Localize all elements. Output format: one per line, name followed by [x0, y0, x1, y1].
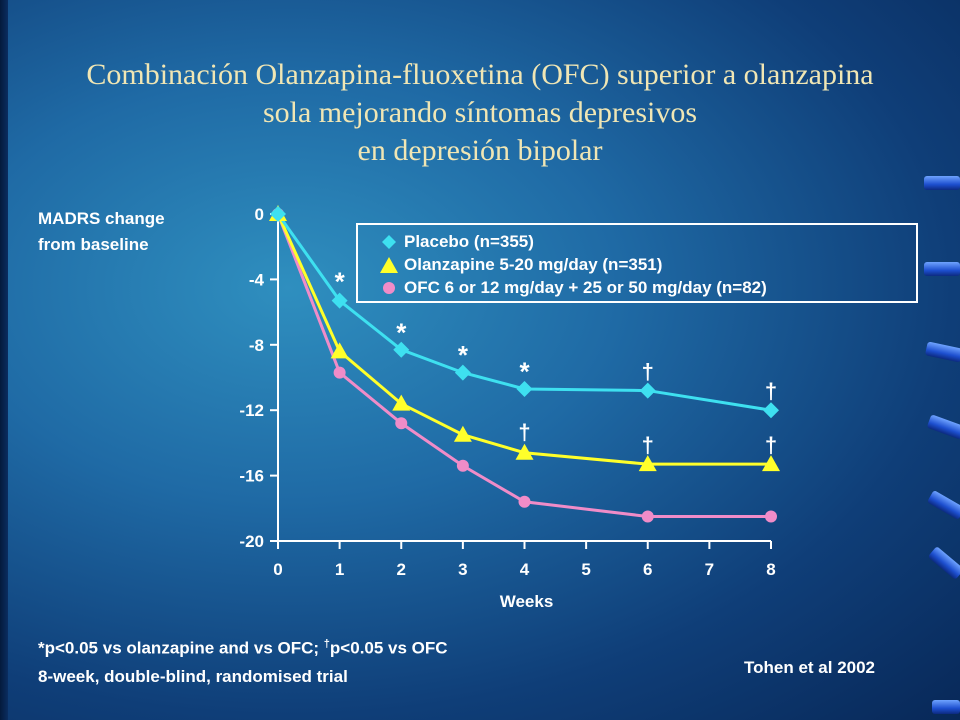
- data-point-ofc: [641, 510, 654, 523]
- title-line-2: sola mejorando síntomas depresivos: [262, 96, 698, 129]
- data-point-placebo: [270, 206, 286, 222]
- footnote: *p<0.05 vs olanzapine and vs OFC; †p<0.0…: [38, 630, 448, 691]
- decor-bar: [924, 176, 960, 190]
- legend-label-olanzapine: Olanzapine 5-20 mg/day (n=351): [404, 254, 663, 274]
- significance-asterisk: *: [519, 357, 530, 387]
- triangle-marker-icon: [378, 256, 400, 273]
- data-point-placebo: [763, 402, 779, 419]
- footnote-significance-1: *p<0.05 vs olanzapine and vs OFC;: [38, 638, 324, 658]
- x-axis-label: Weeks: [500, 592, 554, 611]
- y-tick-label: -12: [239, 401, 264, 420]
- footnote-line-2: 8-week, double-blind, randomised trial: [38, 666, 348, 686]
- title-line-3: en depresión bipolar: [357, 134, 603, 167]
- significance-dagger: †: [642, 433, 654, 458]
- decor-bar: [932, 700, 960, 714]
- y-tick-label: -16: [239, 467, 264, 486]
- data-point-placebo: [393, 341, 410, 358]
- data-point-olanzapine: [392, 394, 411, 411]
- footnote-significance-2: p<0.05 vs OFC: [329, 638, 448, 658]
- significance-dagger: †: [642, 359, 654, 384]
- footnote-dagger: †: [323, 638, 330, 650]
- x-tick-label: 7: [705, 560, 714, 579]
- data-point-olanzapine: [453, 425, 472, 442]
- slide-title: Combinación Olanzapina-fluoxetina (OFC) …: [0, 56, 960, 170]
- legend-item-ofc: OFC 6 or 12 mg/day + 25 or 50 mg/day (n=…: [378, 276, 906, 299]
- data-point-placebo: [639, 382, 656, 399]
- y-axis-label-line-2: from baseline: [38, 235, 149, 254]
- data-point-olanzapine: [330, 342, 349, 359]
- data-point-ofc: [765, 510, 777, 523]
- significance-dagger: †: [518, 419, 530, 444]
- y-tick-label: -8: [249, 336, 264, 355]
- legend-item-placebo: Placebo (n=355): [378, 230, 906, 253]
- data-point-placebo: [516, 380, 533, 397]
- circle-marker-icon: [378, 281, 400, 295]
- significance-dagger: †: [765, 379, 777, 404]
- x-tick-label: 2: [397, 560, 406, 579]
- citation: Tohen et al 2002: [744, 658, 876, 677]
- data-point-olanzapine: [515, 443, 534, 460]
- data-point-ofc: [456, 459, 469, 472]
- significance-asterisk: *: [396, 317, 407, 347]
- decor-bar: [924, 262, 960, 276]
- data-point-ofc: [333, 366, 346, 379]
- x-tick-label: 0: [273, 560, 282, 579]
- footnote-line-1: *p<0.05 vs olanzapine and vs OFC; †p<0.0…: [38, 630, 448, 663]
- data-point-olanzapine: [762, 455, 780, 472]
- data-point-ofc: [518, 495, 531, 508]
- y-tick-label: -20: [239, 532, 264, 551]
- legend-label-placebo: Placebo (n=355): [404, 231, 534, 251]
- data-point-placebo: [454, 364, 471, 381]
- data-point-placebo: [331, 292, 348, 309]
- y-axis-label: MADRS change from baseline: [38, 206, 165, 258]
- data-point-ofc: [395, 417, 408, 430]
- x-tick-label: 6: [643, 560, 652, 579]
- x-tick-label: 3: [458, 560, 467, 579]
- left-edge-bar: [0, 0, 8, 720]
- chart-legend: Placebo (n=355) Olanzapine 5-20 mg/day (…: [356, 223, 918, 303]
- title-line-1: Combinación Olanzapina-fluoxetina (OFC) …: [86, 58, 874, 91]
- y-axis-label-line-1: MADRS change: [38, 209, 165, 228]
- x-tick-label: 4: [520, 560, 530, 579]
- y-tick-label: 0: [255, 205, 264, 224]
- diamond-marker-icon: [378, 234, 400, 249]
- significance-asterisk: *: [335, 267, 346, 297]
- significance-asterisk: *: [458, 340, 469, 370]
- legend-label-ofc: OFC 6 or 12 mg/day + 25 or 50 mg/day (n=…: [404, 277, 767, 297]
- legend-item-olanzapine: Olanzapine 5-20 mg/day (n=351): [378, 253, 906, 276]
- data-point-olanzapine: [638, 455, 657, 472]
- x-tick-label: 1: [335, 560, 344, 579]
- x-tick-label: 5: [581, 560, 590, 579]
- y-tick-label: -4: [249, 270, 265, 289]
- significance-dagger: †: [765, 433, 777, 458]
- x-tick-label: 8: [766, 560, 775, 579]
